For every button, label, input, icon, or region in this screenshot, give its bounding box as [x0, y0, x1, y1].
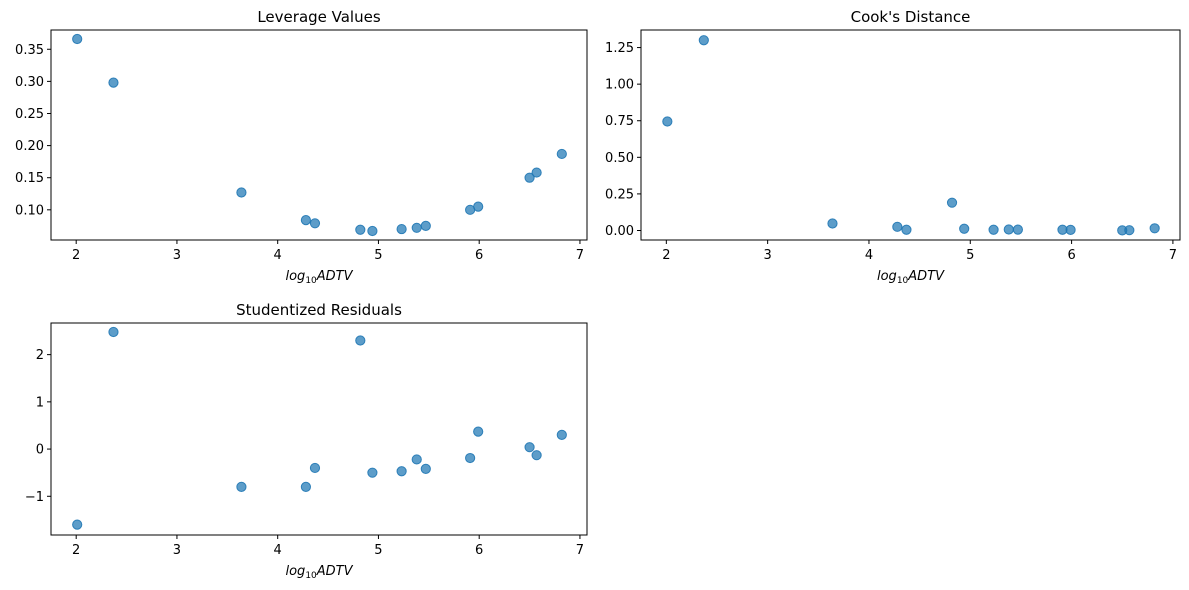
data-point [988, 224, 999, 235]
x-tick-label: 5 [966, 248, 974, 263]
x-tick-label: 7 [576, 248, 584, 263]
data-point [662, 116, 673, 127]
x-tick-label: 4 [274, 543, 282, 558]
data-point [901, 224, 912, 235]
data-point [1124, 225, 1135, 236]
data-point [108, 77, 119, 88]
data-point [827, 218, 838, 229]
data-point [892, 221, 903, 232]
data-point [556, 148, 567, 160]
subplot-title: Leverage Values [257, 8, 380, 26]
x-tick-label: 2 [72, 248, 80, 263]
data-point [411, 454, 422, 465]
data-point [531, 450, 542, 461]
x-tick-label: 4 [274, 248, 282, 263]
y-tick-label: 2 [36, 348, 44, 363]
data-point [396, 223, 407, 235]
y-tick-label: 0.35 [15, 43, 44, 58]
data-point [108, 326, 119, 338]
data-point [355, 335, 366, 346]
x-tick-label: 3 [173, 248, 181, 263]
y-tick-label: 0.20 [15, 139, 44, 154]
data-point [72, 519, 83, 530]
data-point [309, 218, 321, 229]
data-point [465, 452, 476, 464]
subplot-3: Studentized Residuals 2 3 4 5 6 7 −1 0 1 2 log10ADT… [25, 301, 588, 581]
data-point [531, 167, 542, 178]
x-tick-label: 2 [72, 543, 80, 558]
x-axis-label: log10ADTV [285, 269, 353, 286]
x-tick-label: 3 [764, 248, 772, 263]
x-tick-label: 5 [374, 543, 382, 558]
y-tick-label: 1.00 [605, 78, 634, 93]
subplot-title: Cook's Distance [851, 8, 971, 26]
data-point [411, 222, 422, 233]
x-tick-label: 7 [1169, 248, 1177, 263]
x-tick-label: 3 [173, 543, 181, 558]
data-point [698, 35, 709, 46]
data-point [524, 172, 535, 183]
axes-frame [50, 29, 588, 241]
data-point [1149, 223, 1160, 234]
data-point [473, 426, 484, 437]
data-point [236, 481, 247, 492]
y-tick-label: 0.50 [605, 151, 634, 166]
data-point [524, 442, 535, 453]
data-point [1003, 224, 1014, 235]
data-point [420, 220, 431, 231]
y-tick-label: 0.25 [15, 107, 44, 122]
subplot-title: Studentized Residuals [236, 301, 402, 319]
data-point [367, 225, 378, 237]
y-tick-label: 0.00 [605, 224, 634, 239]
x-tick-label: 7 [576, 543, 584, 558]
data-point [420, 463, 431, 474]
data-point [1065, 224, 1076, 236]
data-point [300, 481, 312, 492]
x-axis-label: log10ADTV [285, 564, 353, 581]
data-point [309, 462, 321, 474]
x-tick-label: 5 [374, 248, 382, 263]
x-tick-label: 6 [475, 248, 483, 263]
data-point [946, 197, 958, 208]
y-tick-label: 0.75 [605, 114, 634, 129]
y-tick-label: 1.25 [605, 41, 634, 56]
x-tick-label: 6 [475, 543, 483, 558]
data-point [1012, 224, 1023, 235]
subplot-2: Cook's Distance 2 3 4 5 6 7 0.00 0.25 0.50 0.75 1.0… [605, 8, 1181, 286]
data-point [959, 223, 970, 234]
data-point [72, 33, 83, 45]
data-point [300, 214, 312, 226]
data-point [355, 224, 366, 235]
y-tick-label: 0.15 [15, 171, 44, 186]
data-point [473, 201, 484, 212]
data-point [367, 467, 378, 478]
subplot-1: Leverage Values 2 3 4 5 6 7 0.10 0.15 0.20 0.25 0.3… [15, 8, 588, 286]
y-tick-label: 0.10 [15, 203, 44, 218]
axes-frame [640, 29, 1181, 241]
x-tick-label: 4 [865, 248, 873, 263]
y-tick-label: −1 [25, 490, 44, 505]
y-tick-label: 0 [36, 443, 44, 458]
data-point [556, 429, 567, 441]
x-axis-label: log10ADTV [877, 269, 945, 286]
y-tick-label: 0.30 [15, 75, 44, 90]
data-point [396, 466, 407, 477]
x-tick-label: 2 [662, 248, 670, 263]
axes-frame [50, 322, 588, 536]
x-tick-label: 6 [1067, 248, 1075, 263]
data-point [236, 187, 247, 198]
y-tick-label: 0.25 [605, 187, 634, 202]
y-tick-label: 1 [36, 395, 44, 410]
